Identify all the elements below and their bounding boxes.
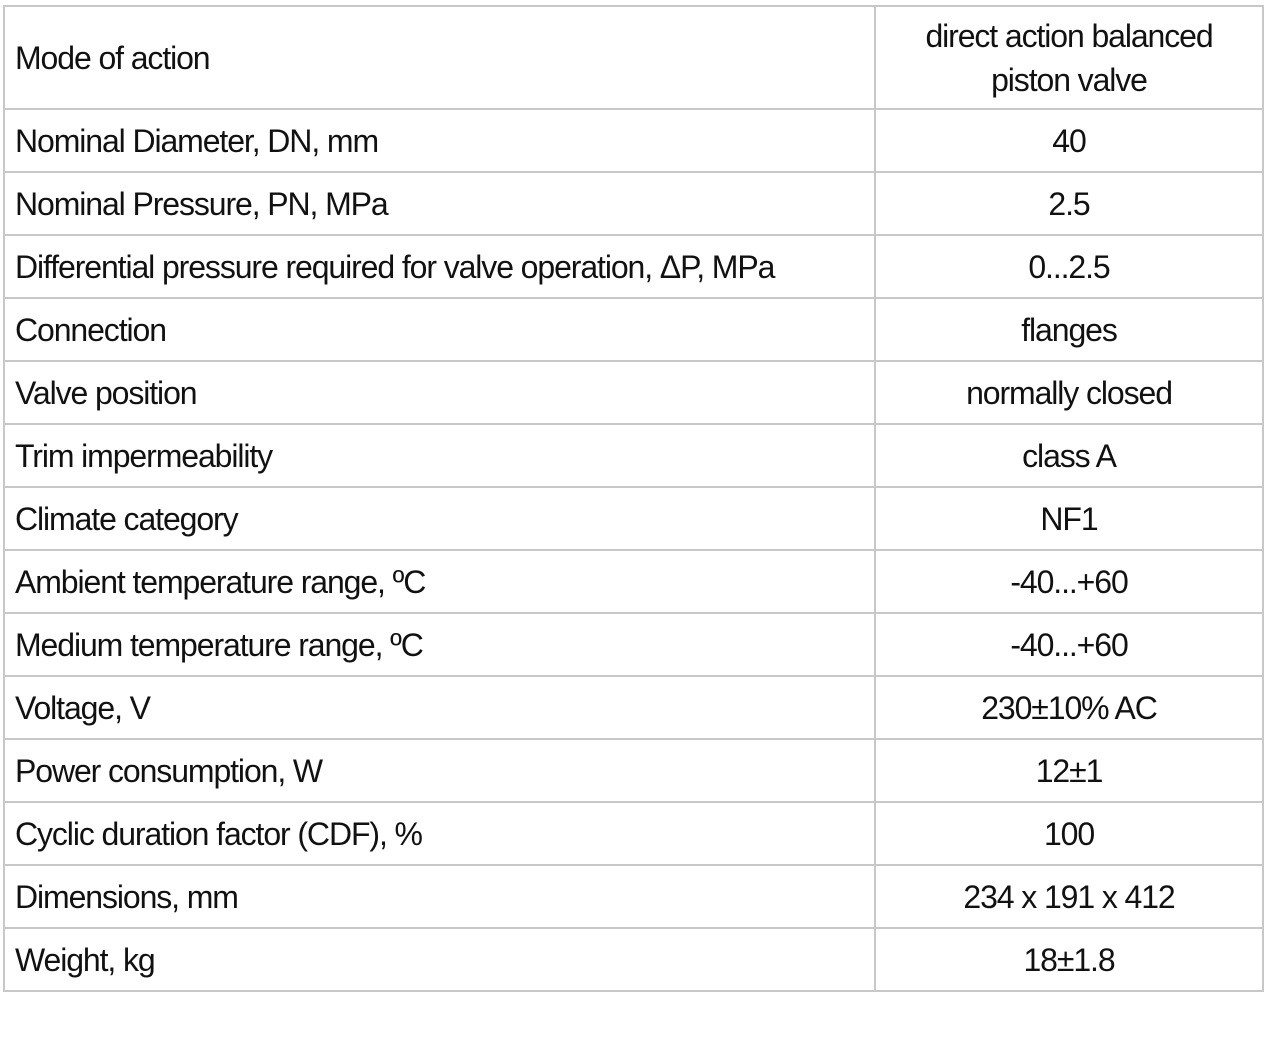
- table-row: Dimensions, mm 234 x 191 x 412: [3, 864, 1264, 929]
- parameter-label: Mode of action: [3, 5, 876, 110]
- table-row: Weight, kg 18±1.8: [3, 927, 1264, 992]
- parameter-value: class A: [874, 423, 1264, 488]
- parameter-value: 234 x 191 x 412: [874, 864, 1264, 929]
- parameter-label: Cyclic duration factor (CDF), %: [3, 801, 876, 866]
- parameter-label: Climate category: [3, 486, 876, 551]
- parameter-label: Ambient temperature range, ºC: [3, 549, 876, 614]
- parameter-label: Trim impermeability: [3, 423, 876, 488]
- parameter-value: 2.5: [874, 171, 1264, 236]
- table-row: Voltage, V 230±10% AC: [3, 675, 1264, 740]
- parameter-value: -40...+60: [874, 549, 1264, 614]
- specifications-table: Mode of action direct action balanced pis…: [3, 5, 1264, 992]
- table-row: Differential pressure required for valve…: [3, 234, 1264, 299]
- parameter-label: Voltage, V: [3, 675, 876, 740]
- parameter-value: normally closed: [874, 360, 1264, 425]
- parameter-label: Nominal Diameter, DN, mm: [3, 108, 876, 173]
- parameter-value: 0...2.5: [874, 234, 1264, 299]
- parameter-value: NF1: [874, 486, 1264, 551]
- table-row: Mode of action direct action balanced pis…: [3, 5, 1264, 110]
- table-row: Connection flanges: [3, 297, 1264, 362]
- table-row: Power consumption, W 12±1: [3, 738, 1264, 803]
- parameter-value: 12±1: [874, 738, 1264, 803]
- parameter-value: 40: [874, 108, 1264, 173]
- table-row: Ambient temperature range, ºC -40...+60: [3, 549, 1264, 614]
- parameter-label: Valve position: [3, 360, 876, 425]
- parameter-value: 100: [874, 801, 1264, 866]
- table-row: Valve position normally closed: [3, 360, 1264, 425]
- table-row: Trim impermeability class A: [3, 423, 1264, 488]
- table-row: Cyclic duration factor (CDF), % 100: [3, 801, 1264, 866]
- parameter-value: flanges: [874, 297, 1264, 362]
- parameter-value: 230±10% AC: [874, 675, 1264, 740]
- table-row: Climate category NF1: [3, 486, 1264, 551]
- table-row: Nominal Diameter, DN, mm 40: [3, 108, 1264, 173]
- parameter-value: 18±1.8: [874, 927, 1264, 992]
- parameter-label: Dimensions, mm: [3, 864, 876, 929]
- parameter-label: Differential pressure required for valve…: [3, 234, 876, 299]
- table-row: Medium temperature range, ºC -40...+60: [3, 612, 1264, 677]
- parameter-label: Connection: [3, 297, 876, 362]
- parameter-label: Nominal Pressure, PN, MPa: [3, 171, 876, 236]
- parameter-value: -40...+60: [874, 612, 1264, 677]
- parameter-value: direct action balanced piston valve: [874, 5, 1264, 110]
- parameter-label: Weight, kg: [3, 927, 876, 992]
- parameter-label: Power consumption, W: [3, 738, 876, 803]
- table-row: Nominal Pressure, PN, MPa 2.5: [3, 171, 1264, 236]
- parameter-label: Medium temperature range, ºC: [3, 612, 876, 677]
